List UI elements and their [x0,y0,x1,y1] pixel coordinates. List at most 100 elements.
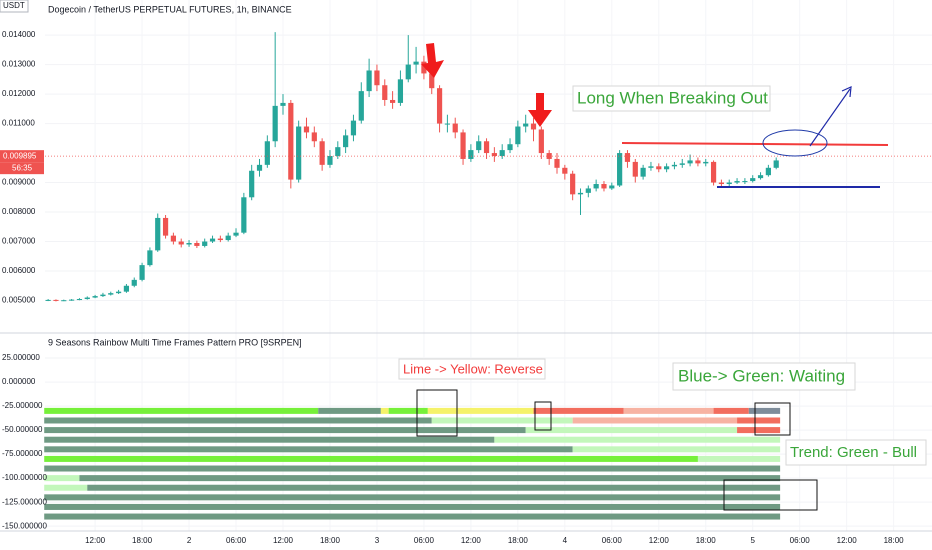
candle-body [523,123,529,127]
row-segment [44,494,781,501]
x-tick-label: 12:00 [649,536,670,545]
annotation: Long When Breaking Out [577,88,768,107]
candle-body [76,299,83,301]
candle-body [476,141,482,151]
candle-body [186,243,192,245]
y-tick-label: 0.006000 [2,266,36,275]
y-tick-label: 0.008000 [2,207,36,216]
row-segment [533,407,624,414]
candle-body [256,164,263,171]
candle-body [671,164,678,167]
y-tick-label: 0.014000 [2,30,36,39]
row-segment [44,427,526,434]
candle-body [734,181,740,183]
candle-body [225,235,231,241]
candle-body [296,126,302,180]
highlight-box [723,479,818,511]
row-segment [572,446,781,453]
candle-body [515,126,521,145]
candle-body [554,158,560,168]
candle-body [444,123,450,125]
annotation-box [572,85,771,112]
chart-title: Dogecoin / TetherUS PERPETUAL FUTURES, 1… [48,4,292,14]
resistance-line [621,142,889,146]
highlight-box [416,389,458,437]
candle-body [202,241,208,246]
y-tick-label: 0.012000 [2,89,36,98]
row-segment [572,417,738,424]
x-tick-label: 06:00 [414,536,435,545]
x-tick-label: 18:00 [132,536,153,545]
candle-body [695,160,701,164]
row-segment [737,427,781,434]
candle-body [570,173,576,195]
candle-body [280,102,286,106]
x-tick-label: 18:00 [884,536,905,545]
candle-body [436,88,443,124]
candle-body [483,141,490,154]
candle-body [640,167,646,177]
breakout-arrow [809,88,851,147]
candle-body [397,79,404,103]
row-segment [87,484,781,491]
candle-body [217,238,223,241]
candle-body [624,153,631,162]
row-segment [494,436,781,443]
candle-body [131,279,137,286]
candle-body [327,156,333,165]
row-segment [623,407,714,414]
candle-body [773,160,779,168]
x-tick-label: 3 [375,536,380,545]
y-tick-label: -150.000000 [2,521,47,530]
candle-body [84,297,90,300]
candle-body [155,217,161,251]
x-tick-label: 18:00 [508,536,529,545]
candle-body [170,235,176,242]
highlight-box [754,402,791,436]
y-tick-label: 25.000000 [2,353,40,362]
y-tick-label: -25.000000 [2,401,43,410]
row-segment [380,407,389,414]
row-segment [737,417,781,424]
candle-body [617,153,623,186]
candle-body [241,197,247,233]
row-segment [431,417,573,424]
price-tag [0,150,44,163]
y-tick-label: 0.013000 [2,60,36,69]
candle-body [468,150,474,159]
row-segment [318,407,381,414]
candle-body [147,250,153,266]
candle-body [69,299,75,301]
candle-body [45,299,51,301]
row-segment [44,513,781,520]
candle-body [460,132,466,159]
row-segment [44,475,80,482]
y-tick-label: 0.005000 [2,296,36,305]
candle-body [413,61,419,65]
candle-body [585,188,591,193]
breakout-ellipse [762,129,828,157]
x-tick-label: 12:00 [837,536,858,545]
marks [44,32,932,520]
down-arrow [421,43,444,78]
candle-body [374,70,380,86]
row-segment [525,427,738,434]
candle-body [264,141,270,165]
candle-body [648,166,654,168]
candle-body [507,144,513,151]
row-segment [44,417,432,424]
candle-body [178,241,184,245]
candle-body [358,91,364,121]
x-tick-label: 06:00 [602,536,623,545]
candle-body [679,163,685,165]
candle-body [194,243,200,246]
candle-body [405,64,411,80]
candle-body [249,170,255,198]
candle-body [233,232,239,236]
y-tick-label: 0.009000 [2,178,36,187]
row-segment [44,503,781,510]
candle-body [139,265,145,280]
annotation-box [398,358,546,380]
